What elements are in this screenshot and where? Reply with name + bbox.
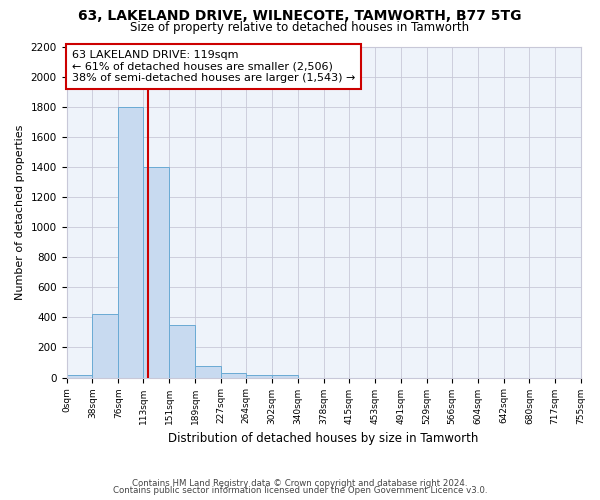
Text: Contains public sector information licensed under the Open Government Licence v3: Contains public sector information licen… — [113, 486, 487, 495]
Y-axis label: Number of detached properties: Number of detached properties — [15, 124, 25, 300]
Text: Size of property relative to detached houses in Tamworth: Size of property relative to detached ho… — [130, 21, 470, 34]
Text: Contains HM Land Registry data © Crown copyright and database right 2024.: Contains HM Land Registry data © Crown c… — [132, 478, 468, 488]
Text: 63 LAKELAND DRIVE: 119sqm
← 61% of detached houses are smaller (2,506)
38% of se: 63 LAKELAND DRIVE: 119sqm ← 61% of detac… — [71, 50, 355, 83]
Bar — [195, 366, 221, 378]
Bar — [67, 374, 92, 378]
Bar — [246, 374, 272, 378]
Bar — [272, 374, 298, 378]
Bar — [143, 167, 169, 378]
Text: 63, LAKELAND DRIVE, WILNECOTE, TAMWORTH, B77 5TG: 63, LAKELAND DRIVE, WILNECOTE, TAMWORTH,… — [78, 9, 522, 23]
Bar — [118, 106, 143, 378]
X-axis label: Distribution of detached houses by size in Tamworth: Distribution of detached houses by size … — [169, 432, 479, 445]
Bar — [92, 314, 118, 378]
Bar — [221, 373, 246, 378]
Bar — [169, 325, 195, 378]
